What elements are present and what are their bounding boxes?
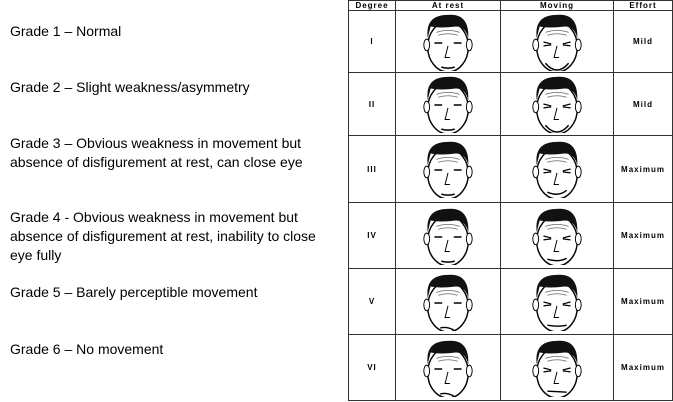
table-row: IV Maximum	[348, 202, 673, 269]
degree-cell: I	[348, 10, 396, 73]
grade-1-text: Grade 1 – Normal	[10, 23, 122, 39]
table-row: I Mild	[348, 10, 673, 73]
table-row: VI Maximum	[348, 334, 673, 401]
at-rest-face-image	[395, 202, 501, 269]
moving-face-image	[500, 10, 614, 73]
effort-cell: Mild	[613, 72, 673, 136]
moving-face-image	[500, 72, 614, 136]
at-rest-face-image	[395, 72, 501, 136]
degree-cell: IV	[348, 202, 396, 269]
grade-6-text: Grade 6 – No movement	[10, 341, 164, 357]
degree-cell: II	[348, 72, 396, 136]
effort-cell: Maximum	[613, 135, 673, 203]
house-brackmann-table: Degree At rest Moving Effort I Mild II	[348, 0, 673, 401]
effort-cell: Maximum	[613, 334, 673, 401]
moving-face-image	[500, 135, 614, 203]
grade-4-text: Grade 4 - Obvious weakness in movement b…	[10, 209, 316, 263]
at-rest-face-image	[395, 10, 501, 73]
table-row: V Maximum	[348, 268, 673, 335]
header-at-rest: At rest	[395, 0, 501, 11]
table-row: III Maximum	[348, 135, 673, 203]
effort-cell: Maximum	[613, 268, 673, 335]
moving-face-image	[500, 334, 614, 401]
table-row: II Mild	[348, 72, 673, 136]
moving-face-image	[500, 202, 614, 269]
effort-cell: Maximum	[613, 202, 673, 269]
degree-cell: VI	[348, 334, 396, 401]
header-degree: Degree	[348, 0, 396, 11]
at-rest-face-image	[395, 268, 501, 335]
effort-cell: Mild	[613, 10, 673, 73]
header-moving: Moving	[500, 0, 614, 11]
at-rest-face-image	[395, 334, 501, 401]
degree-cell: III	[348, 135, 396, 203]
grade-3-text: Grade 3 – Obvious weakness in movement b…	[10, 135, 303, 170]
grade-2-text: Grade 2 – Slight weakness/asymmetry	[10, 79, 250, 95]
at-rest-face-image	[395, 135, 501, 203]
grade-5-text: Grade 5 – Barely perceptible movement	[10, 284, 258, 300]
header-effort: Effort	[613, 0, 673, 11]
degree-cell: V	[348, 268, 396, 335]
moving-face-image	[500, 268, 614, 335]
